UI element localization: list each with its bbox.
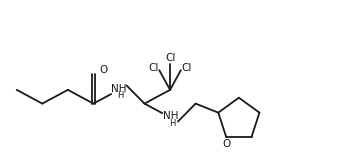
Text: Cl: Cl bbox=[182, 63, 192, 73]
Text: O: O bbox=[99, 65, 108, 75]
Text: NH: NH bbox=[111, 84, 127, 94]
Text: O: O bbox=[222, 139, 230, 149]
Text: Cl: Cl bbox=[165, 53, 175, 63]
Text: H: H bbox=[117, 91, 123, 100]
Text: H: H bbox=[169, 119, 175, 128]
Text: Cl: Cl bbox=[148, 63, 159, 73]
Text: NH: NH bbox=[163, 111, 179, 121]
